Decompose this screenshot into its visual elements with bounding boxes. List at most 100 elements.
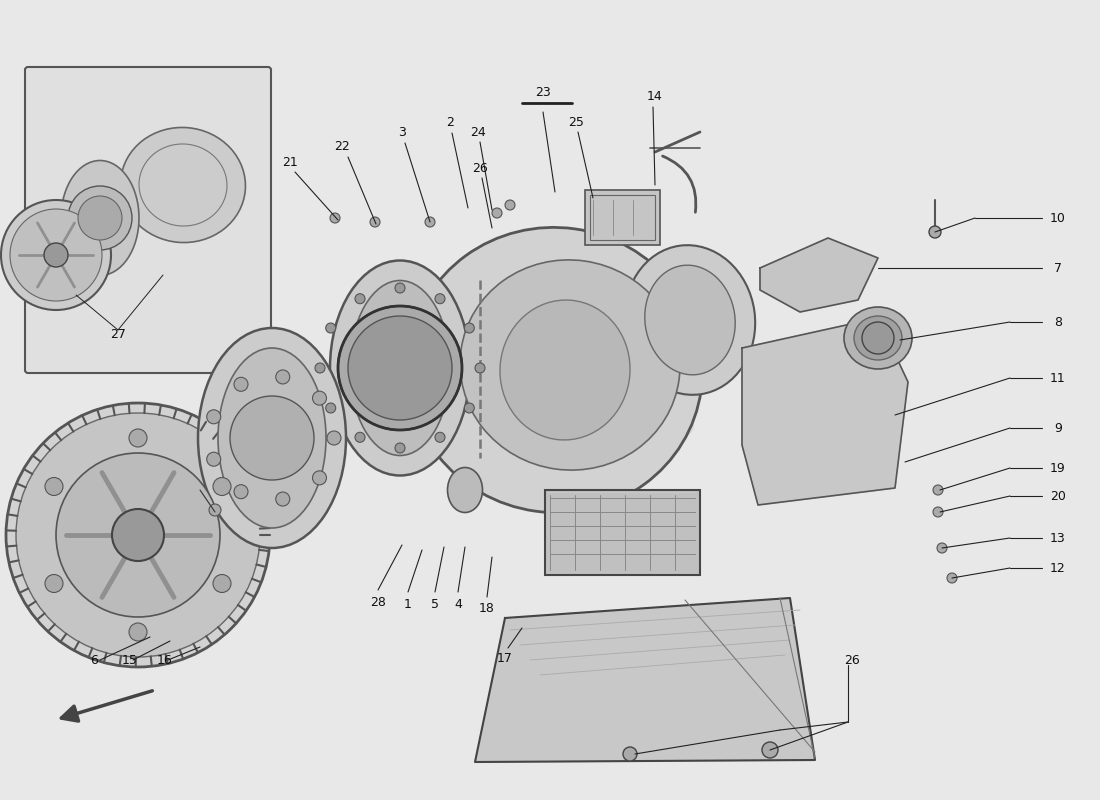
Text: 6: 6: [90, 654, 98, 666]
Text: 10: 10: [1050, 211, 1066, 225]
Text: 19: 19: [1050, 462, 1066, 474]
Text: 17: 17: [497, 651, 513, 665]
Circle shape: [492, 208, 502, 218]
Text: 28: 28: [370, 595, 386, 609]
Circle shape: [44, 243, 68, 267]
Bar: [544, 490, 700, 575]
Ellipse shape: [121, 127, 245, 242]
Circle shape: [947, 573, 957, 583]
Circle shape: [930, 226, 940, 238]
Text: 20: 20: [1050, 490, 1066, 502]
FancyBboxPatch shape: [25, 67, 271, 373]
Text: 8: 8: [1054, 315, 1062, 329]
Text: 16: 16: [157, 654, 173, 666]
Polygon shape: [475, 598, 815, 762]
Circle shape: [129, 429, 147, 447]
Circle shape: [395, 443, 405, 453]
Circle shape: [327, 431, 341, 445]
Ellipse shape: [330, 261, 470, 475]
Circle shape: [207, 410, 221, 424]
Circle shape: [933, 507, 943, 517]
Circle shape: [213, 574, 231, 593]
Circle shape: [395, 283, 405, 293]
Circle shape: [355, 294, 365, 304]
Circle shape: [129, 623, 147, 641]
Text: 21: 21: [282, 155, 298, 169]
Text: 5: 5: [431, 598, 439, 610]
Text: 22: 22: [334, 139, 350, 153]
Circle shape: [326, 323, 336, 333]
Circle shape: [464, 323, 474, 333]
Circle shape: [6, 403, 270, 667]
Circle shape: [762, 742, 778, 758]
Ellipse shape: [460, 260, 680, 470]
Polygon shape: [742, 318, 907, 505]
Circle shape: [312, 391, 327, 405]
Circle shape: [68, 186, 132, 250]
Text: 23: 23: [535, 86, 551, 99]
Ellipse shape: [218, 348, 326, 528]
Ellipse shape: [60, 161, 139, 275]
Circle shape: [623, 747, 637, 761]
Circle shape: [10, 209, 102, 301]
Circle shape: [348, 316, 452, 420]
Text: 7: 7: [1054, 262, 1062, 274]
Circle shape: [937, 543, 947, 553]
Circle shape: [45, 574, 63, 593]
Circle shape: [505, 200, 515, 210]
Circle shape: [16, 413, 260, 657]
Bar: [585, 190, 660, 245]
Circle shape: [315, 363, 324, 373]
Text: 3: 3: [398, 126, 406, 138]
Text: 15: 15: [122, 654, 138, 666]
Circle shape: [56, 453, 220, 617]
Circle shape: [425, 217, 435, 227]
Ellipse shape: [854, 316, 902, 360]
Polygon shape: [760, 238, 878, 312]
Bar: [590, 195, 654, 240]
Circle shape: [78, 196, 122, 240]
Circle shape: [475, 363, 485, 373]
Circle shape: [213, 478, 231, 495]
Circle shape: [276, 492, 289, 506]
Circle shape: [355, 432, 365, 442]
Circle shape: [209, 504, 221, 516]
Text: 25: 25: [568, 115, 584, 129]
Text: 4: 4: [454, 598, 462, 610]
Text: 26: 26: [844, 654, 860, 666]
Ellipse shape: [198, 328, 346, 548]
Ellipse shape: [350, 281, 450, 455]
Circle shape: [434, 432, 446, 442]
Circle shape: [933, 485, 943, 495]
Text: europarts: europarts: [376, 350, 704, 450]
Circle shape: [112, 509, 164, 561]
Text: 26: 26: [472, 162, 488, 174]
Text: 12: 12: [1050, 562, 1066, 574]
Ellipse shape: [645, 265, 735, 375]
Text: 2: 2: [447, 115, 454, 129]
Circle shape: [326, 403, 336, 413]
Circle shape: [234, 485, 248, 498]
Circle shape: [464, 403, 474, 413]
Circle shape: [207, 452, 221, 466]
Text: 9: 9: [1054, 422, 1062, 434]
Circle shape: [330, 213, 340, 223]
Ellipse shape: [448, 467, 483, 513]
Text: 18: 18: [480, 602, 495, 615]
Ellipse shape: [844, 307, 912, 369]
Circle shape: [312, 471, 327, 485]
Circle shape: [434, 294, 446, 304]
Text: 14: 14: [647, 90, 663, 103]
Circle shape: [1, 200, 111, 310]
Ellipse shape: [408, 227, 703, 513]
Circle shape: [234, 378, 248, 391]
Circle shape: [862, 322, 894, 354]
Text: 11: 11: [1050, 371, 1066, 385]
Circle shape: [230, 396, 313, 480]
Ellipse shape: [625, 245, 756, 395]
Circle shape: [276, 370, 289, 384]
Bar: [544, 490, 700, 575]
Circle shape: [338, 306, 462, 430]
Text: 13: 13: [1050, 531, 1066, 545]
Circle shape: [45, 478, 63, 495]
